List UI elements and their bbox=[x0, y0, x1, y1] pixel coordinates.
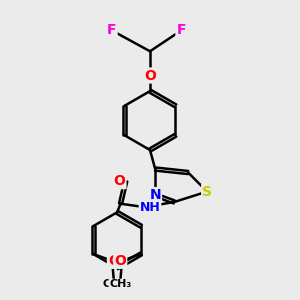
Text: O: O bbox=[114, 254, 126, 268]
Text: F: F bbox=[176, 23, 186, 38]
Text: CH₃: CH₃ bbox=[109, 279, 131, 290]
Text: S: S bbox=[202, 184, 212, 199]
Text: O: O bbox=[108, 254, 120, 268]
Text: O: O bbox=[144, 68, 156, 83]
Text: N: N bbox=[149, 188, 161, 202]
Text: F: F bbox=[107, 23, 117, 38]
Text: CH₃: CH₃ bbox=[103, 279, 125, 290]
Text: O: O bbox=[114, 174, 125, 188]
Text: NH: NH bbox=[140, 201, 160, 214]
